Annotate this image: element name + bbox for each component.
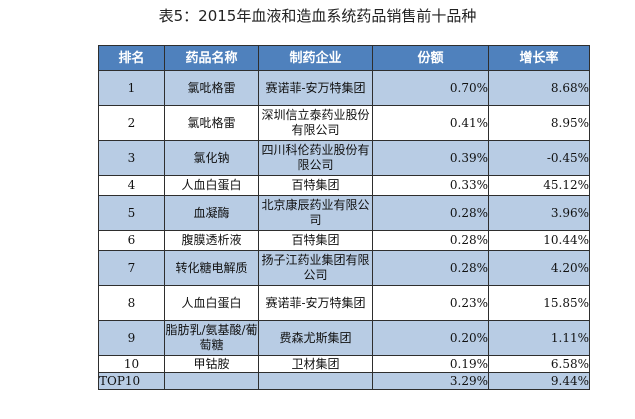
- total-label-cell: TOP10: [98, 372, 165, 390]
- table-title: 表5：2015年血液和造血系统药品销售前十品种: [158, 7, 477, 25]
- drug-cell: [164, 372, 259, 390]
- company-cell: 百特集团: [258, 230, 373, 251]
- drug-cell: 转化糖电解质: [164, 250, 259, 286]
- growth-cell: -0.45%: [488, 140, 590, 176]
- growth-cell: 8.95%: [488, 105, 590, 141]
- company-cell: [258, 372, 373, 390]
- growth-cell: 8.68%: [488, 70, 590, 106]
- growth-cell: 4.20%: [488, 250, 590, 286]
- rank-cell: 4: [98, 175, 165, 196]
- table-row: 7 转化糖电解质 扬子江药业集团有限公司 0.28% 4.20%: [98, 250, 590, 286]
- table-row: 2 氯吡格雷 深圳信立泰药业股份有限公司 0.41% 8.95%: [98, 105, 590, 141]
- share-cell: 0.70%: [372, 70, 489, 106]
- share-cell: 0.28%: [372, 250, 489, 286]
- share-cell: 0.20%: [372, 320, 489, 356]
- header-drug-name: 药品名称: [164, 45, 259, 71]
- table-row: 4 人血白蛋白 百特集团 0.33% 45.12%: [98, 175, 590, 196]
- company-cell: 北京康辰药业有限公司: [258, 195, 373, 231]
- share-cell: 0.33%: [372, 175, 489, 196]
- share-cell: 0.28%: [372, 230, 489, 251]
- growth-cell: 15.85%: [488, 285, 590, 321]
- share-cell: 0.23%: [372, 285, 489, 321]
- rank-cell: 10: [98, 355, 165, 373]
- rank-cell: 1: [98, 70, 165, 106]
- header-growth: 增长率: [488, 45, 590, 71]
- share-cell: 0.39%: [372, 140, 489, 176]
- rank-cell: 2: [98, 105, 165, 141]
- drug-cell: 甲钴胺: [164, 355, 259, 373]
- table-row: 5 血凝酶 北京康辰药业有限公司 0.28% 3.96%: [98, 195, 590, 231]
- rank-cell: 7: [98, 250, 165, 286]
- rank-cell: 6: [98, 230, 165, 251]
- company-cell: 费森尤斯集团: [258, 320, 373, 356]
- table-row-total: TOP10 3.29% 9.44%: [98, 372, 590, 390]
- growth-cell: 1.11%: [488, 320, 590, 356]
- share-cell: 3.29%: [372, 372, 489, 390]
- rank-cell: 9: [98, 320, 165, 356]
- table-row: 10 甲钴胺 卫材集团 0.19% 6.58%: [98, 355, 590, 373]
- header-company: 制药企业: [258, 45, 373, 71]
- drug-cell: 血凝酶: [164, 195, 259, 231]
- company-cell: 卫材集团: [258, 355, 373, 373]
- table-header-row: 排名 药品名称 制药企业 份额 增长率: [98, 45, 590, 71]
- company-cell: 赛诺菲-安万特集团: [258, 70, 373, 106]
- table-row: 6 腹膜透析液 百特集团 0.28% 10.44%: [98, 230, 590, 251]
- drug-cell: 氯吡格雷: [164, 70, 259, 106]
- drug-cell: 脂肪乳/氨基酸/葡萄糖: [164, 320, 259, 356]
- company-cell: 百特集团: [258, 175, 373, 196]
- growth-cell: 10.44%: [488, 230, 590, 251]
- drug-cell: 腹膜透析液: [164, 230, 259, 251]
- sales-table: 排名 药品名称 制药企业 份额 增长率 1 氯吡格雷 赛诺菲-安万特集团 0.7…: [98, 45, 590, 390]
- company-cell: 四川科伦药业股份有限公司: [258, 140, 373, 176]
- rank-cell: 8: [98, 285, 165, 321]
- share-cell: 0.41%: [372, 105, 489, 141]
- rank-cell: 3: [98, 140, 165, 176]
- company-cell: 赛诺菲-安万特集团: [258, 285, 373, 321]
- drug-cell: 人血白蛋白: [164, 175, 259, 196]
- header-share: 份额: [372, 45, 489, 71]
- table-row: 3 氯化钠 四川科伦药业股份有限公司 0.39% -0.45%: [98, 140, 590, 176]
- growth-cell: 6.58%: [488, 355, 590, 373]
- table-row: 9 脂肪乳/氨基酸/葡萄糖 费森尤斯集团 0.20% 1.11%: [98, 320, 590, 356]
- growth-cell: 9.44%: [488, 372, 590, 390]
- drug-cell: 氯吡格雷: [164, 105, 259, 141]
- drug-cell: 氯化钠: [164, 140, 259, 176]
- company-cell: 深圳信立泰药业股份有限公司: [258, 105, 373, 141]
- company-cell: 扬子江药业集团有限公司: [258, 250, 373, 286]
- drug-cell: 人血白蛋白: [164, 285, 259, 321]
- growth-cell: 3.96%: [488, 195, 590, 231]
- table-row: 8 人血白蛋白 赛诺菲-安万特集团 0.23% 15.85%: [98, 285, 590, 321]
- growth-cell: 45.12%: [488, 175, 590, 196]
- share-cell: 0.19%: [372, 355, 489, 373]
- share-cell: 0.28%: [372, 195, 489, 231]
- rank-cell: 5: [98, 195, 165, 231]
- table-row: 1 氯吡格雷 赛诺菲-安万特集团 0.70% 8.68%: [98, 70, 590, 106]
- header-rank: 排名: [98, 45, 165, 71]
